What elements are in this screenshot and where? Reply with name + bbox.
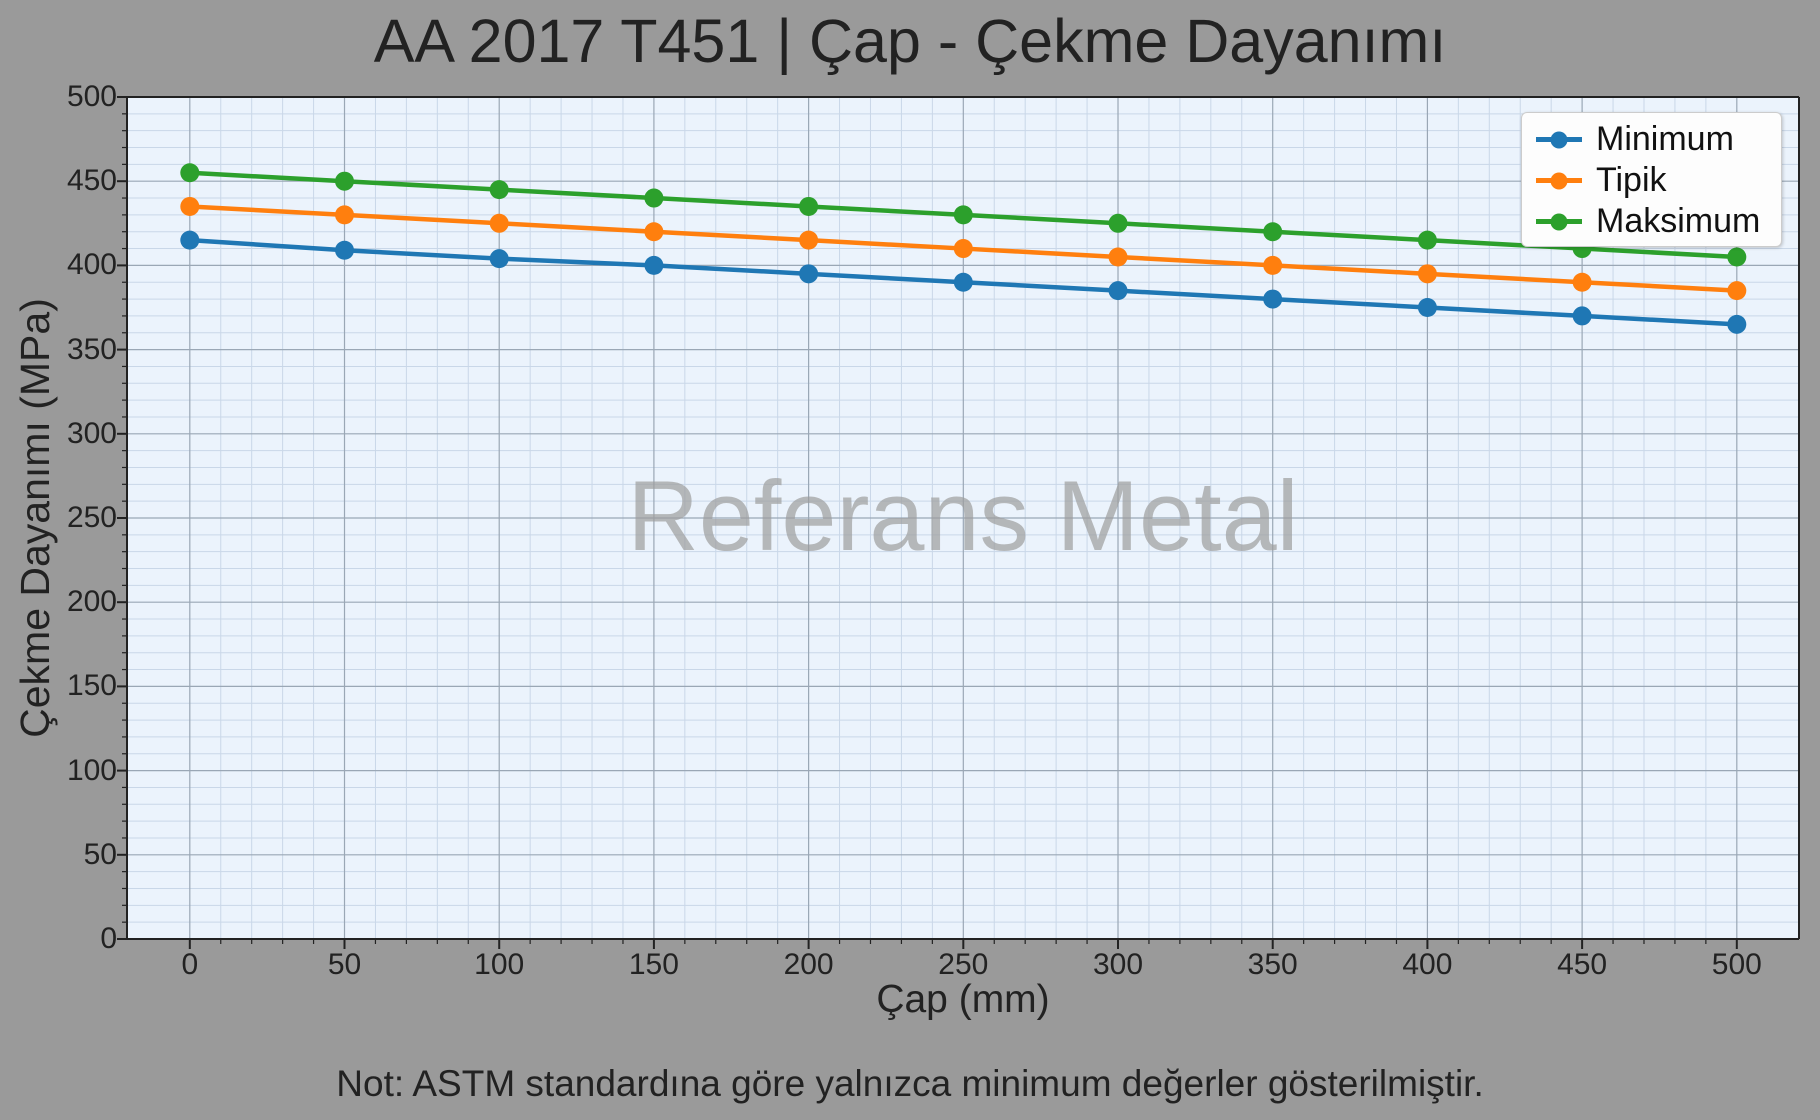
svg-text:Referans Metal: Referans Metal <box>627 460 1298 571</box>
